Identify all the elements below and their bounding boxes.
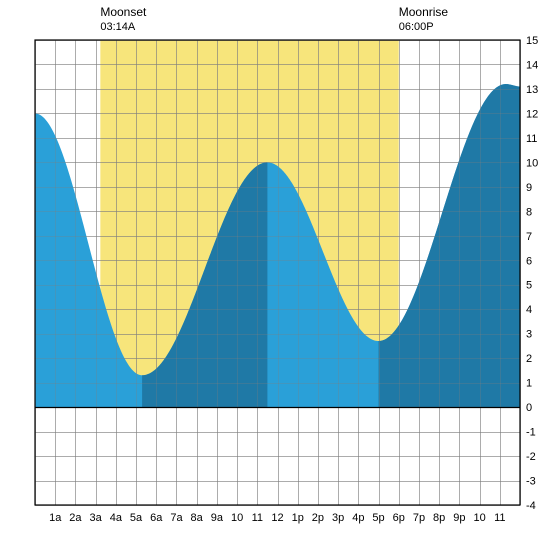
y-tick-label: 7 — [526, 231, 532, 243]
x-tick-label: 4p — [352, 512, 364, 524]
y-tick-label: 4 — [526, 304, 532, 316]
y-tick-label: 12 — [526, 108, 538, 120]
y-tick-label: 6 — [526, 255, 532, 267]
x-tick-label: 11 — [494, 512, 505, 524]
x-tick-label: 10 — [231, 512, 243, 524]
x-tick-label: 3p — [332, 512, 344, 524]
y-tick-label: 11 — [526, 133, 537, 145]
moonset-time: 03:14A — [100, 21, 136, 33]
y-tick-label: 2 — [526, 353, 532, 365]
x-tick-label: 9a — [211, 512, 224, 524]
y-tick-label: 13 — [526, 84, 538, 96]
x-tick-label: 4a — [110, 512, 123, 524]
x-tick-label: 12 — [271, 512, 283, 524]
tide-chart: -4-3-2-101234567891011121314151a2a3a4a5a… — [0, 0, 550, 550]
y-tick-label: 8 — [526, 206, 532, 218]
x-tick-label: 2p — [312, 512, 324, 524]
x-tick-label: 5p — [372, 512, 384, 524]
x-tick-label: 1p — [292, 512, 304, 524]
y-tick-label: -3 — [526, 476, 536, 488]
moonrise-time: 06:00P — [399, 21, 434, 33]
x-tick-label: 8p — [433, 512, 445, 524]
y-tick-label: 15 — [526, 35, 538, 47]
x-tick-label: 6p — [393, 512, 405, 524]
moonset-label: Moonset — [100, 5, 147, 19]
x-tick-label: 2a — [69, 512, 82, 524]
x-tick-label: 9p — [453, 512, 465, 524]
x-tick-label: 7p — [413, 512, 425, 524]
y-tick-label: 10 — [526, 157, 538, 169]
x-tick-label: 3a — [90, 512, 103, 524]
y-tick-label: 14 — [526, 59, 538, 71]
x-axis-labels: 1a 2a 3a 4a 5a 6a 7a 8a 9a 10 11 12 1p 2p 3p 4p 5p 6p 7p 8p… — [49, 512, 505, 524]
y-tick-label: 5 — [526, 280, 532, 292]
moonrise-label: Moonrise — [399, 5, 449, 19]
x-tick-label: 8a — [191, 512, 204, 524]
x-tick-label: 1a — [49, 512, 62, 524]
y-tick-label: -2 — [526, 451, 536, 463]
y-tick-label: 0 — [526, 402, 532, 414]
x-tick-label: 10 — [473, 512, 485, 524]
y-tick-label: 9 — [526, 182, 532, 194]
x-tick-label: 11 — [252, 512, 263, 524]
y-tick-label: -1 — [526, 427, 536, 439]
y-tick-label: 1 — [526, 378, 532, 390]
x-tick-label: 7a — [170, 512, 183, 524]
y-tick-label: -4 — [526, 500, 536, 512]
x-tick-label: 6a — [150, 512, 163, 524]
y-tick-label: 3 — [526, 329, 532, 341]
x-tick-label: 5a — [130, 512, 143, 524]
